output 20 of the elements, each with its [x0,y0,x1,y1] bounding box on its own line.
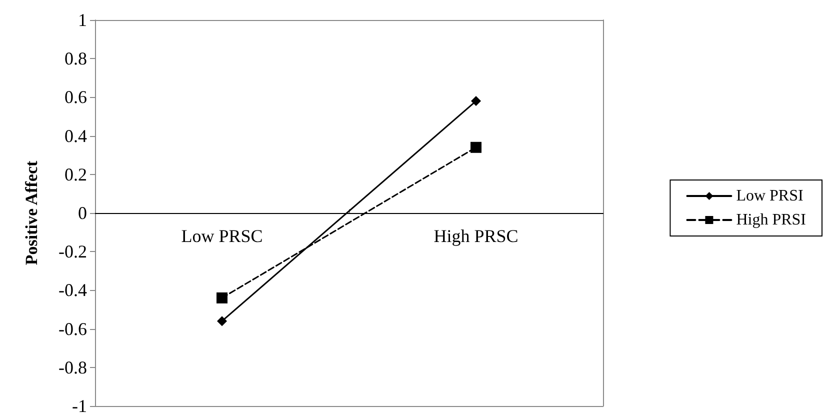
y-tick-label: -0.6 [58,318,87,339]
y-tick-label: -1 [72,396,87,416]
y-tick-label: 0.2 [64,164,87,184]
y-tick-label: 0 [78,203,87,223]
x-tick-label: Low PRSC [181,226,263,246]
point [471,96,481,106]
y-tick-label: -0.2 [58,242,87,262]
legend-label: High PRSI [736,212,806,228]
x-tick-label: High PRSC [434,226,518,246]
y-tick-label: 0.4 [64,126,87,146]
y-tick-label: 0.8 [64,48,87,69]
y-tick-label: -0.8 [58,357,87,378]
point [217,316,227,326]
legend-label: Low PRSI [736,188,804,204]
y-tick-label: 0.6 [64,87,87,108]
y-tick-label: -0.4 [58,280,87,300]
y-tick-label: 1 [78,10,87,30]
point [470,142,482,153]
y-axis-title: Positive Affect [22,160,41,266]
point [216,292,228,304]
